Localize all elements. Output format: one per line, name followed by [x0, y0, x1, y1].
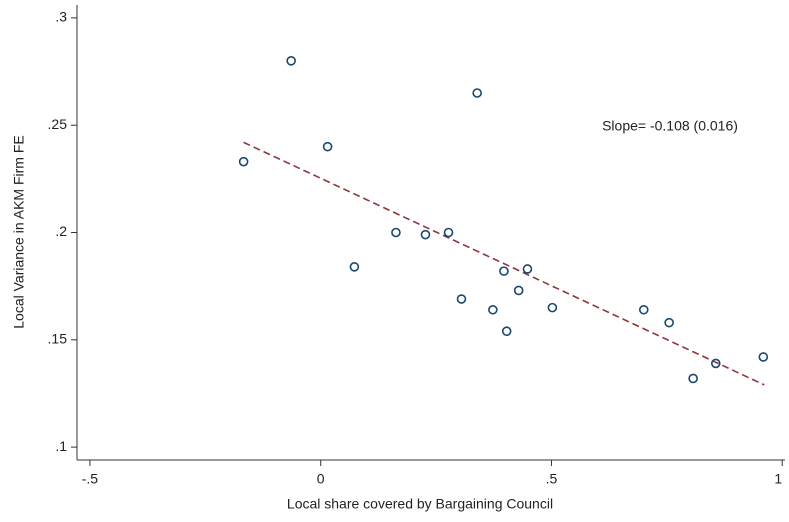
x-tick-label: 0: [317, 471, 325, 487]
point: [349, 262, 360, 272]
point: [688, 373, 698, 384]
x-axis-label: Local share covered by Bargaining Counci…: [287, 496, 553, 512]
point: [710, 358, 721, 369]
x-tick-label: .5: [546, 471, 558, 487]
y-tick-label: .25: [48, 116, 68, 132]
point: [522, 264, 533, 274]
point: [501, 326, 512, 337]
point: [391, 227, 401, 238]
point: [664, 317, 674, 328]
x-tick-label: 1: [774, 471, 782, 487]
point: [547, 302, 558, 313]
point: [420, 229, 431, 240]
point: [758, 352, 769, 362]
point: [513, 285, 524, 296]
y-tick-label: .2: [55, 223, 67, 239]
point: [488, 304, 498, 315]
point: [238, 156, 249, 167]
point: [322, 141, 333, 152]
point: [638, 304, 649, 315]
point: [499, 266, 509, 276]
y-tick-label: .3: [55, 9, 67, 25]
point: [456, 294, 467, 304]
y-axis-label: Local Variance in AKM Firm FE: [11, 135, 27, 328]
y-tick-label: .15: [48, 331, 68, 347]
x-tick-label: -.5: [82, 471, 99, 487]
point: [286, 56, 296, 66]
point: [472, 88, 482, 98]
fit-line: [243, 141, 765, 386]
annotation: Slope= -0.108 (0.016): [602, 118, 738, 134]
point: [443, 227, 454, 238]
y-tick-label: .1: [55, 438, 67, 454]
